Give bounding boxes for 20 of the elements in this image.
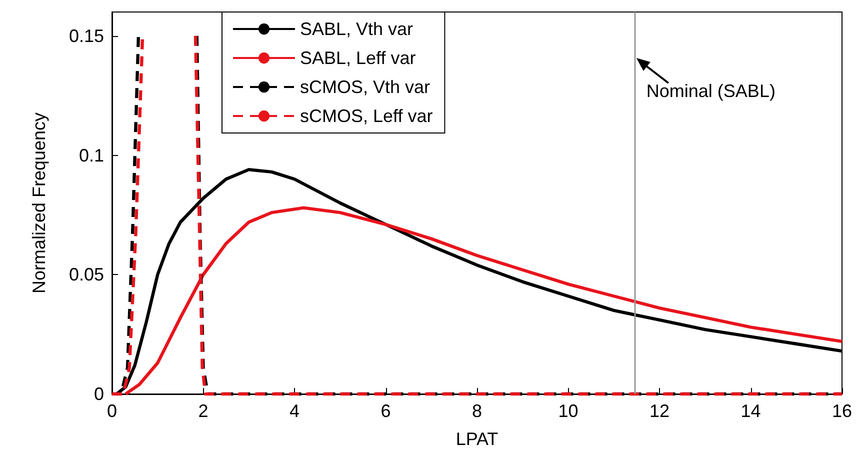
x-tick-label: 2 bbox=[198, 401, 208, 421]
x-tick-label: 10 bbox=[558, 401, 578, 421]
legend-label: SABL, Leff var bbox=[300, 48, 416, 68]
y-tick-label: 0.15 bbox=[68, 26, 104, 46]
x-tick-label: 4 bbox=[289, 401, 300, 421]
x-tick-label: 8 bbox=[472, 401, 482, 421]
x-axis-title: LPAT bbox=[456, 429, 498, 449]
y-axis-title: Normalized Frequency bbox=[29, 112, 49, 294]
x-tick-label: 16 bbox=[832, 401, 852, 421]
y-tick-label: 0 bbox=[94, 384, 104, 404]
y-tick-label: 0.05 bbox=[68, 264, 104, 285]
legend-label: sCMOS, Vth var bbox=[300, 77, 430, 97]
legend-label: sCMOS, Leff var bbox=[300, 106, 433, 126]
x-tick-label: 6 bbox=[380, 401, 391, 421]
legend-label: SABL, Vth var bbox=[300, 19, 414, 39]
x-tick-label: 12 bbox=[649, 401, 670, 421]
y-tick-label: 0.1 bbox=[78, 145, 104, 166]
ref-line-label: Nominal (SABL) bbox=[646, 81, 776, 101]
x-tick-label: 14 bbox=[740, 401, 761, 421]
x-tick-label: 0 bbox=[106, 401, 118, 421]
